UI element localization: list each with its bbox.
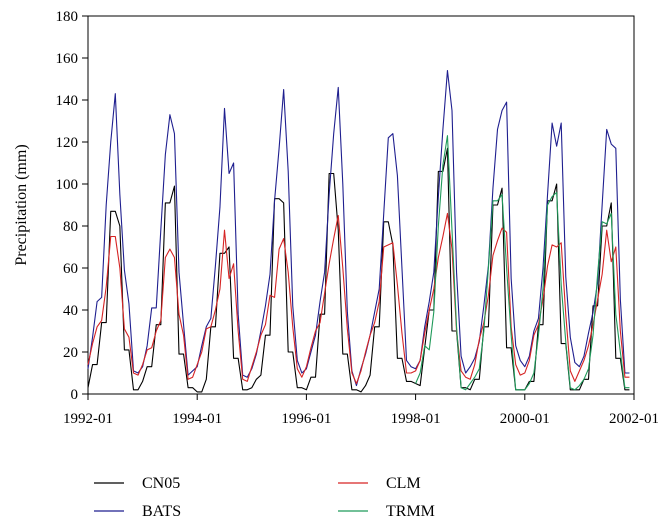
y-tick-label: 100	[56, 177, 79, 193]
series-line-trmm	[415, 135, 630, 391]
y-tick-label: 140	[56, 93, 79, 109]
y-axis-title: Precipitation (mm)	[13, 144, 30, 265]
legend: CN05 BATS CLM TRMM	[94, 475, 435, 520]
legend-item-trmm: TRMM	[338, 503, 435, 520]
series-line-clm	[87, 212, 630, 385]
y-tick-label: 20	[63, 345, 78, 361]
x-axis: 1992-01 1994-01 1996-01 1998-01 2000-01 2002-…	[63, 394, 658, 427]
y-tick-label: 180	[56, 9, 79, 25]
series-layer	[87, 70, 630, 393]
y-tick-label: 80	[63, 219, 78, 235]
y-tick-label: 60	[63, 261, 78, 277]
y-tick-label: 40	[63, 303, 78, 319]
legend-label: CN05	[142, 475, 180, 492]
legend-label: BATS	[142, 503, 181, 520]
x-tick-label: 1998-01	[391, 411, 441, 427]
legend-item-bats: BATS	[94, 503, 181, 520]
x-tick-label: 1994-01	[172, 411, 222, 427]
x-tick-label: 2002-01	[609, 411, 658, 427]
axes	[87, 15, 635, 395]
legend-item-cn05: CN05	[94, 475, 180, 492]
x-tick-label: 2000-01	[500, 411, 550, 427]
legend-label: CLM	[386, 475, 421, 492]
series-line-bats	[87, 70, 630, 387]
x-tick-label: 1992-01	[63, 411, 113, 427]
x-tick-label: 1996-01	[281, 411, 331, 427]
legend-label: TRMM	[386, 503, 435, 520]
y-tick-label: 0	[71, 387, 79, 403]
legend-item-clm: CLM	[338, 475, 421, 492]
plot-frame	[87, 15, 635, 395]
y-tick-label: 160	[56, 51, 79, 67]
y-axis: 0 20 40 60 80 100 120 140 160 180	[56, 9, 88, 403]
y-tick-label: 120	[56, 135, 79, 151]
